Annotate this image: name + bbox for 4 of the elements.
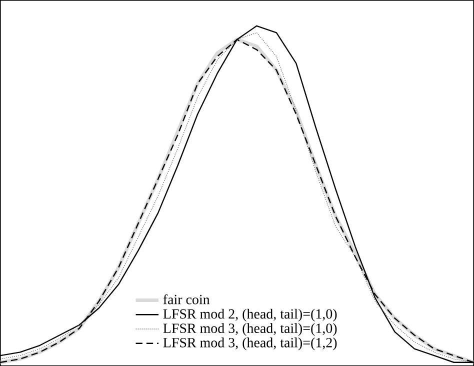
legend-label: fair coin: [163, 294, 210, 304]
legend-label: LFSR mod 3, (head, tail)=(1,0): [163, 323, 337, 336]
legend-label: LFSR mod 3, (head, tail)=(1,2): [163, 337, 337, 350]
legend-label: LFSR mod 2, (head, tail)=(1,0): [163, 308, 337, 322]
